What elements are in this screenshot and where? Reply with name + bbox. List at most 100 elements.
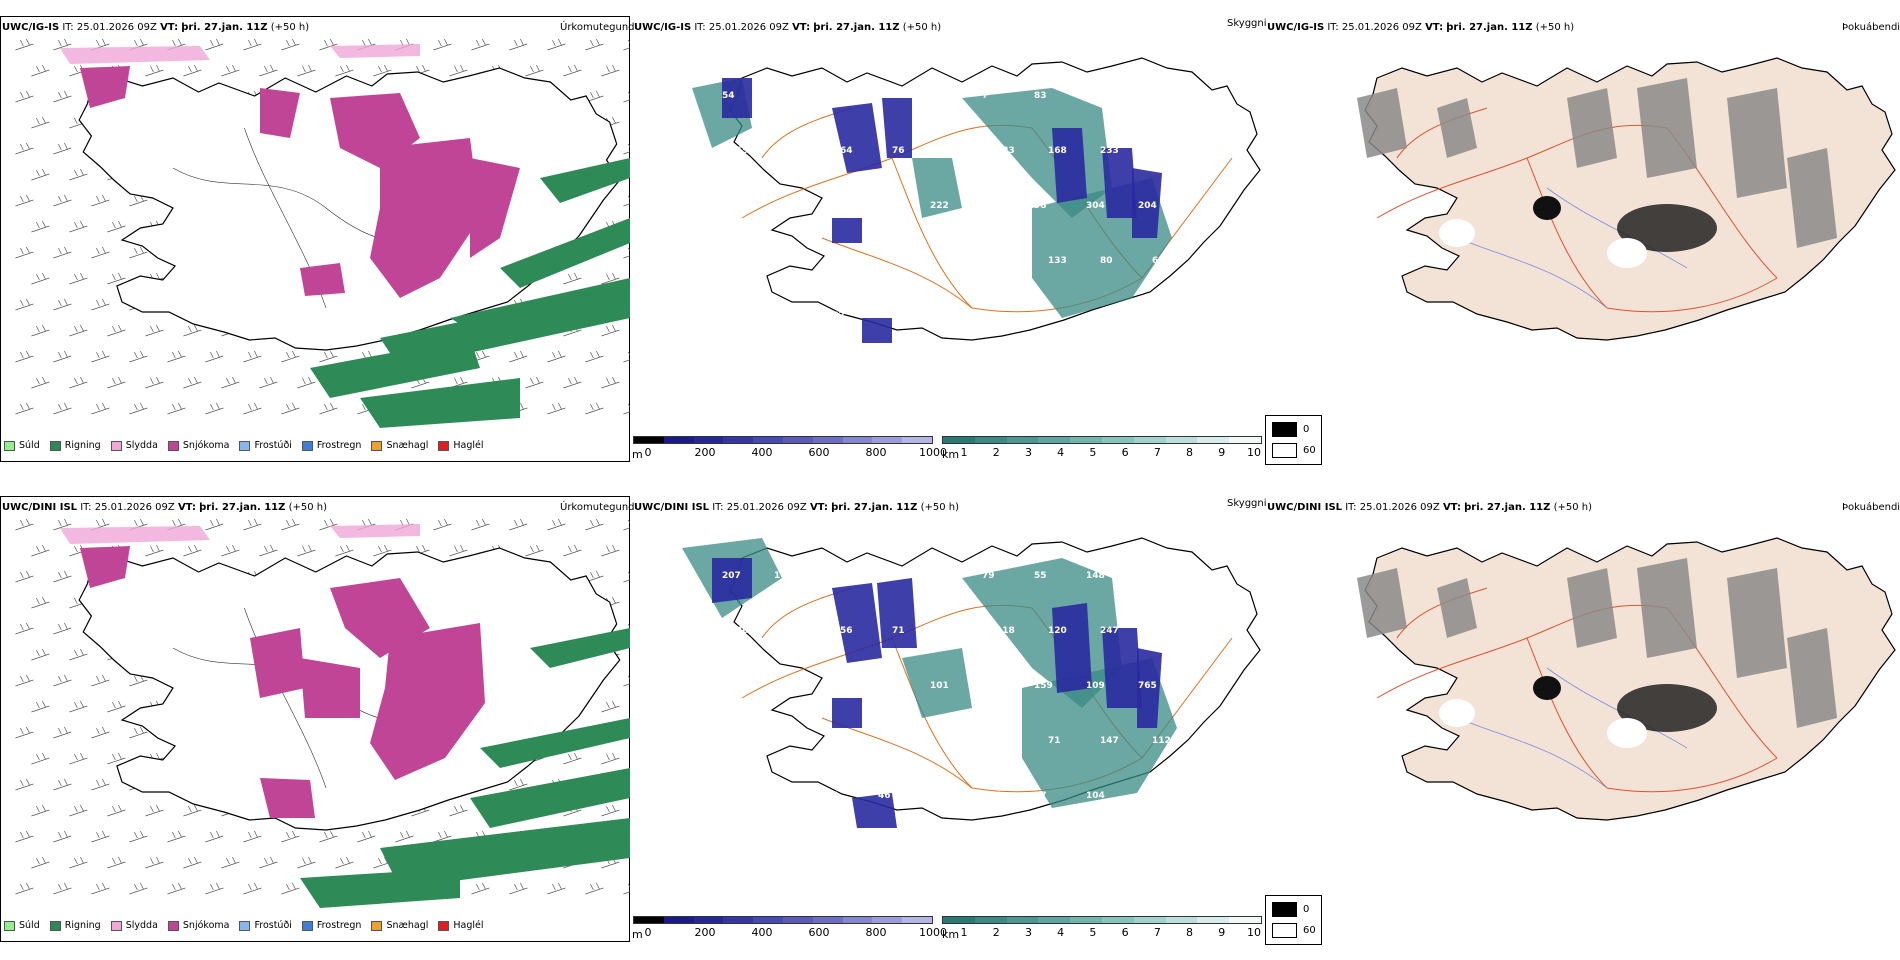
wind-barb — [525, 376, 544, 389]
terrain-shading — [1637, 558, 1697, 658]
precip-type-panel: UWC/DINI ISL IT: 25.01.2026 09Z VT: þri.… — [0, 490, 635, 960]
forecast-row-dini: UWC/DINI ISL IT: 25.01.2026 09Z VT: þri.… — [0, 490, 1900, 960]
wind-barb — [69, 272, 88, 285]
vt-value: þri. 27.jan. 11Z — [1446, 22, 1533, 33]
fog-legend-light-swatch — [1272, 443, 1297, 458]
wind-barb — [243, 38, 262, 51]
cloud-base-colorbar — [633, 436, 933, 444]
cloud-base-value: 162 — [826, 201, 845, 211]
snow-area — [250, 628, 305, 698]
precip-type-map — [15, 38, 630, 428]
wind-barb — [183, 324, 202, 337]
wind-barb — [259, 64, 278, 77]
cloud-base-value: 133 — [1048, 256, 1067, 266]
wind-barb — [221, 376, 240, 389]
legend-swatch — [110, 920, 122, 931]
snow-area — [370, 138, 480, 298]
wind-barb — [601, 272, 620, 285]
vt-label: VT: — [809, 502, 828, 513]
wind-barb — [433, 38, 452, 51]
wind-barb — [129, 830, 148, 843]
sleet-area — [60, 526, 210, 544]
wind-barb — [129, 882, 148, 895]
cloud-base-value: 83 — [826, 791, 839, 801]
road-line — [891, 157, 973, 309]
wind-barb — [91, 882, 110, 895]
wind-barb — [601, 64, 620, 77]
wind-barb — [145, 324, 164, 337]
cloud-base-value: 120 — [1048, 626, 1067, 636]
clouds-title: Skyggni — [1227, 18, 1267, 29]
fog-blob — [1617, 204, 1717, 252]
wind-barb — [53, 194, 72, 207]
wind-barb — [259, 376, 278, 389]
cloud-base-value: 71 — [892, 626, 905, 636]
sleet-area — [330, 524, 420, 538]
legend-swatch — [110, 440, 122, 451]
river-line — [1546, 187, 1688, 269]
cloud-base-value: 204 — [1138, 201, 1157, 211]
wind-barb — [623, 571, 630, 583]
cloud-base-area — [882, 98, 912, 158]
wind-barb — [53, 350, 72, 363]
fog-line — [1526, 637, 1608, 789]
visibility-area — [912, 158, 962, 218]
cloud-base-value: 55 — [1086, 91, 1099, 101]
wind-barb — [563, 272, 582, 285]
model-name: UWC/IG-IS — [1267, 22, 1325, 33]
wind-barb — [601, 376, 620, 389]
legend-item: Slydda — [110, 440, 158, 451]
wind-barb — [15, 142, 34, 155]
wind-barb — [129, 246, 148, 259]
wind-barb — [243, 402, 262, 415]
visibility-area — [902, 648, 972, 718]
visibility-bar — [942, 436, 1262, 444]
it-value: 25.01.2026 09Z — [1359, 502, 1440, 513]
colorbar-tick: 400 — [751, 446, 773, 459]
colorbar-tick: 4 — [1057, 926, 1065, 939]
precip-legend: Súld Rigning Slydda Snjókoma Frostúði Frostre… — [4, 920, 484, 931]
wind-barb — [601, 544, 620, 557]
legend-swatch — [371, 440, 383, 451]
cloud-base-value: 98 — [1034, 201, 1047, 211]
vt-label: VT: — [792, 22, 811, 33]
cloud-base-value: 247 — [1100, 626, 1119, 636]
legend-label: Slydda — [125, 440, 158, 451]
wind-barb — [623, 403, 630, 415]
model-name: UWC/DINI ISL — [2, 502, 78, 513]
wind-barb — [15, 518, 34, 531]
cloud-base-area — [1137, 648, 1162, 728]
legend-label: Snjókoma — [182, 440, 230, 451]
wind-barb — [15, 674, 34, 687]
rain-area — [470, 768, 630, 828]
wind-barb — [509, 778, 528, 791]
legend-swatch — [49, 440, 61, 451]
wind-barb — [525, 544, 544, 557]
wind-barb — [31, 168, 50, 181]
cloud-base-value: 77 — [878, 91, 891, 101]
colorbar-tick: 8 — [1186, 446, 1194, 459]
wind-barb — [53, 142, 72, 155]
cloud-base-value: 118 — [996, 626, 1015, 636]
sleet-area — [60, 46, 210, 64]
wind-barb — [15, 246, 34, 259]
wind-barb — [31, 272, 50, 285]
cloud-base-value: 91 — [774, 681, 787, 691]
legend-swatch — [239, 440, 251, 451]
cloud-base-value: 30 — [892, 256, 905, 266]
legend-item: Slydda — [110, 920, 158, 931]
cloud-base-area — [832, 218, 862, 243]
wind-barb — [107, 324, 126, 337]
cloud-base-area — [712, 558, 752, 603]
wind-barb — [547, 350, 566, 363]
road-line — [821, 237, 973, 309]
wind-barb — [297, 376, 316, 389]
wind-barb — [509, 38, 528, 51]
iceland-group — [1357, 537, 1896, 821]
wind-barb — [449, 544, 468, 557]
wind-barb — [373, 64, 392, 77]
terrain-shading — [1567, 88, 1617, 168]
cloud-base-area — [877, 578, 917, 648]
legend-item: Haglél — [438, 920, 484, 931]
fog-clear — [1607, 718, 1647, 748]
